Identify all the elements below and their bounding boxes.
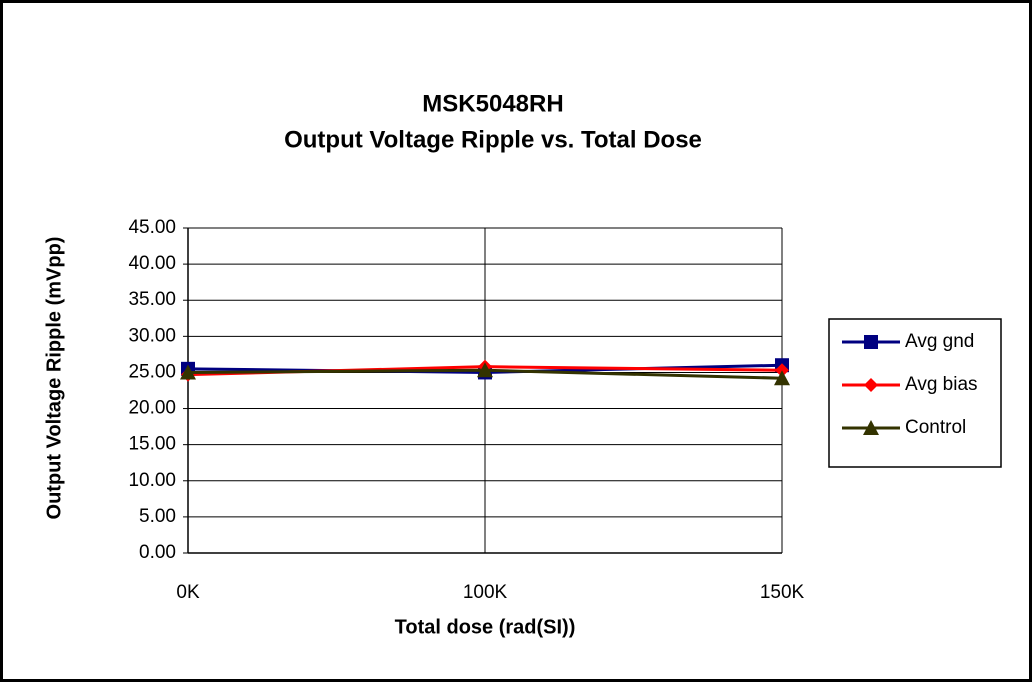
y-tick-label: 20.00 [128, 398, 176, 419]
x-tick-label: 150K [760, 582, 805, 603]
y-tick-label: 45.00 [128, 217, 176, 238]
chart-title: Output Voltage Ripple vs. Total Dose [284, 126, 702, 153]
y-tick-label: 35.00 [128, 289, 176, 310]
marker [180, 364, 196, 380]
marker [477, 362, 493, 378]
marker [864, 378, 878, 392]
legend-box [828, 318, 1002, 468]
legend-label: Avg gnd [905, 331, 974, 352]
marker [864, 335, 878, 349]
y-tick-label: 30.00 [128, 325, 176, 346]
y-tick-label: 15.00 [128, 434, 176, 455]
x-tick-label: 0K [176, 582, 200, 603]
y-tick-label: 10.00 [128, 470, 176, 491]
legend-label: Avg bias [905, 374, 978, 395]
marker [774, 370, 790, 386]
x-axis-label: Total dose (rad(SI)) [395, 616, 576, 638]
y-tick-label: 25.00 [128, 361, 176, 382]
y-tick-label: 5.00 [139, 506, 176, 527]
y-tick-label: 40.00 [128, 253, 176, 274]
chart-title: MSK5048RH [422, 90, 563, 117]
y-axis-label: Output Voltage Ripple (mVpp) [43, 237, 65, 520]
marker [863, 420, 879, 435]
x-tick-label: 100K [463, 582, 508, 603]
y-tick-label: 0.00 [139, 542, 176, 563]
legend-label: Control [905, 417, 966, 438]
